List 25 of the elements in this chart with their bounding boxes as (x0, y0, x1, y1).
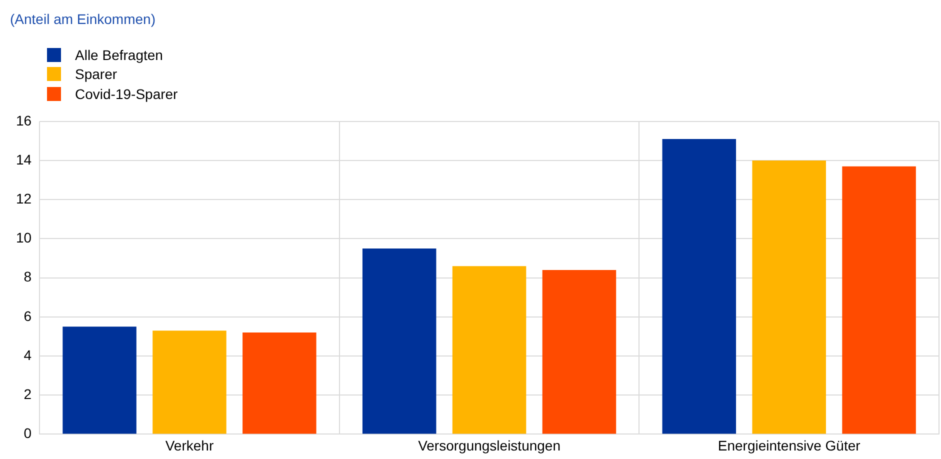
y-tick-label: 16 (16, 112, 32, 128)
x-tick-label: Versorgungsleistungen (418, 437, 561, 454)
chart-title: (Anteil am Einkommen) (10, 11, 156, 27)
bar (152, 330, 226, 434)
legend-label: Alle Befragten (75, 46, 163, 63)
y-tick-label: 14 (16, 151, 32, 168)
y-tick-label: 4 (24, 346, 32, 363)
y-tick-label: 6 (24, 308, 32, 324)
y-tick-label: 8 (24, 268, 32, 285)
bar (452, 266, 526, 434)
y-tick-label: 12 (16, 190, 32, 206)
x-tick-label: Energieintensive Güter (718, 437, 861, 454)
y-tick-label: 10 (16, 230, 32, 246)
bar (752, 160, 826, 434)
x-tick-label: Verkehr (165, 437, 214, 454)
bar (62, 326, 136, 434)
y-tick-label: 2 (24, 386, 32, 402)
legend-label: Covid-19-Sparer (75, 86, 178, 102)
bar (542, 270, 616, 434)
y-tick-label: 0 (24, 425, 32, 442)
bar (242, 332, 316, 434)
bar (662, 138, 736, 434)
bar (842, 166, 916, 434)
bar (362, 248, 436, 434)
legend-label: Sparer (75, 66, 118, 82)
